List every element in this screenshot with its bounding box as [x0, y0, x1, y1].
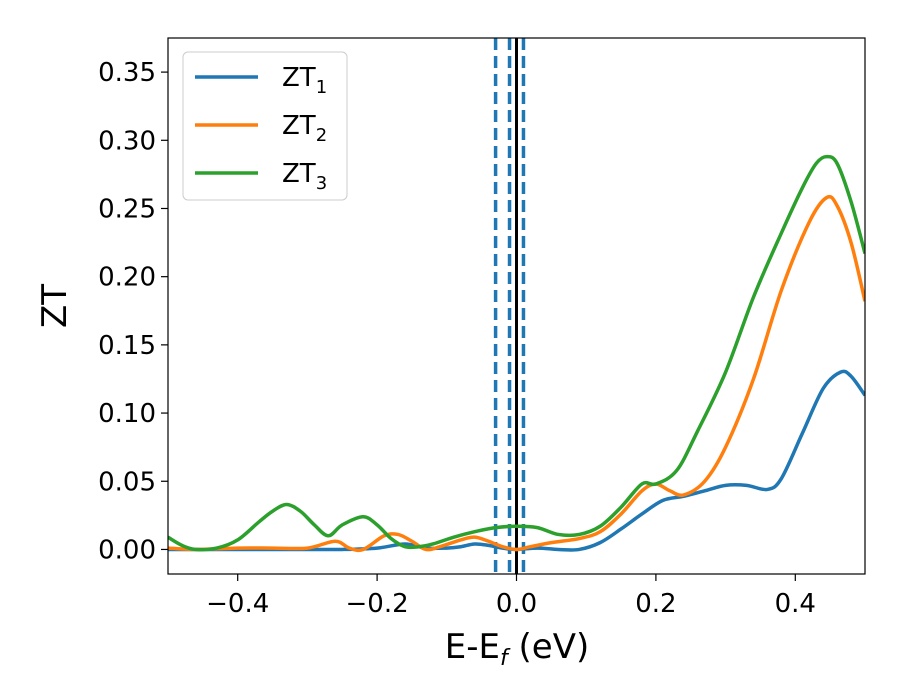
y-tick-label: 0.15	[98, 331, 156, 361]
y-tick-label: 0.35	[98, 58, 156, 88]
legend-box	[182, 51, 348, 201]
x-tick-label: 0.0	[496, 589, 537, 619]
x-tick-label: 0.4	[775, 589, 816, 619]
x-tick-label: 0.2	[635, 589, 676, 619]
legend-label-zt1: ZT1	[282, 63, 327, 98]
y-tick-label: 0.10	[98, 399, 156, 429]
y-tick-label: 0.30	[98, 126, 156, 156]
legend-label-zt3: ZT3	[282, 159, 327, 194]
x-axis-label: E-Ef (eV)	[445, 627, 590, 671]
y-tick-label: 0.20	[98, 263, 156, 293]
series-line-zt2	[168, 194, 865, 553]
series-lines	[168, 154, 865, 553]
y-tick-label: 0.25	[98, 194, 156, 224]
legend: ZT1 ZT2 ZT3	[182, 51, 348, 201]
x-tick-label: −0.2	[346, 589, 409, 619]
y-tick-label: 0.00	[98, 535, 156, 565]
y-tick-label: 0.05	[98, 467, 156, 497]
y-axis: 0.00 0.05 0.10 0.15 0.20 0.25 0.30 0.35	[98, 58, 168, 565]
x-axis: −0.4 −0.2 0.0 0.2 0.4	[206, 574, 816, 619]
series-line-zt3	[168, 154, 865, 552]
y-axis-label: ZT	[35, 284, 75, 328]
legend-label-zt2: ZT2	[282, 111, 327, 146]
x-tick-label: −0.4	[206, 589, 269, 619]
reference-lines	[493, 38, 526, 574]
